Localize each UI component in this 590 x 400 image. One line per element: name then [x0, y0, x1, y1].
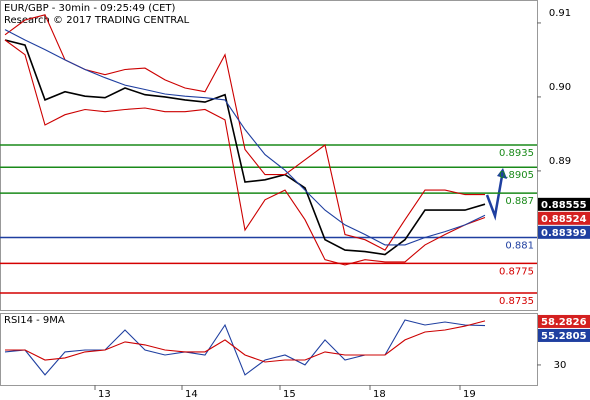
series-line: [4, 39, 486, 266]
forecast-arrow: [485, 175, 504, 221]
price-box-label: 58.2826: [541, 317, 587, 328]
forecast-arrowhead: [497, 168, 507, 179]
price-box: [538, 328, 590, 342]
y-tick-label: 0.89: [549, 156, 571, 167]
level-label: 0.8935: [499, 148, 534, 159]
x-tick-label: 13: [98, 389, 111, 400]
price-box-label: 0.88555: [541, 200, 587, 211]
price-box: [538, 197, 590, 211]
x-tick-label: 19: [463, 389, 476, 400]
x-tick-label: 14: [185, 389, 198, 400]
level-label: 0.881: [505, 240, 534, 251]
price-box-label: 0.88399: [541, 228, 587, 239]
price-panel: [0, 0, 538, 311]
chart-subtitle: Research © 2017 TRADING CENTRAL: [4, 15, 190, 26]
x-tick-label: 15: [283, 389, 296, 400]
level-label: 0.887: [505, 196, 534, 207]
price-box: [538, 314, 590, 328]
x-tick-label: 18: [373, 389, 386, 400]
price-box: [538, 211, 590, 225]
price-box-label: 55.2805: [541, 331, 587, 342]
level-label: 0.8735: [499, 296, 534, 307]
series-line: [4, 39, 486, 256]
price-box: [538, 225, 590, 239]
chart-title: EUR/GBP - 30min - 09:25:49 (CET): [4, 3, 176, 14]
y-tick-label: 0.90: [549, 82, 571, 93]
series-line: [5, 320, 486, 363]
level-label: 0.8775: [499, 266, 534, 277]
y-tick-label: 0.91: [549, 8, 571, 19]
series-line: [4, 319, 486, 376]
level-label: 0.8905: [499, 170, 534, 181]
y-tick-label: 30: [554, 360, 567, 371]
price-box-label: 0.88524: [541, 214, 587, 225]
series-line: [4, 29, 486, 246]
rsi-title: RSI14 - 9MA: [4, 315, 65, 326]
